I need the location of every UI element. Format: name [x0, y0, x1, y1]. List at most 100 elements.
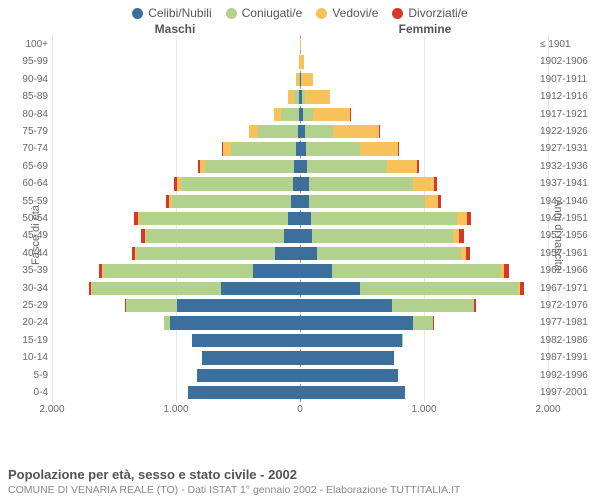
- bar-segment: [387, 160, 417, 173]
- age-row: 55-591942-1946: [0, 193, 600, 210]
- chart-title: Popolazione per età, sesso e stato civil…: [8, 467, 592, 482]
- bar-female: [300, 73, 313, 86]
- bar-female: [300, 195, 441, 208]
- age-row: 50-54 1947-1951: [0, 210, 600, 227]
- legend-label: Celibi/Nubili: [148, 6, 211, 20]
- bar-segment: [313, 108, 350, 121]
- age-label: 65-69: [0, 158, 52, 175]
- bar-segment: [126, 299, 177, 312]
- age-label: 55-59: [0, 193, 52, 210]
- bar-segment: [333, 125, 379, 138]
- age-row: 45-491952-1956: [0, 227, 600, 244]
- bar-segment: [307, 160, 386, 173]
- age-label: 30-34: [0, 280, 52, 297]
- age-label: 85-89: [0, 88, 52, 105]
- bar-segment: [466, 247, 471, 260]
- age-row: 15-191982-1986: [0, 332, 600, 349]
- bar-segment: [305, 90, 330, 103]
- bar-male: [132, 247, 300, 260]
- birth-years-label: 1937-1941: [536, 175, 600, 192]
- birth-years-label: 1992-1996: [536, 367, 600, 384]
- age-label: 40-44: [0, 245, 52, 262]
- bar-segment: [379, 125, 380, 138]
- bar-segment: [221, 282, 300, 295]
- bar-male: [164, 316, 300, 329]
- age-label: 35-39: [0, 262, 52, 279]
- birth-years-label: 1977-1981: [536, 314, 600, 331]
- bar-segment: [300, 264, 332, 277]
- age-row: 85-891912-1916: [0, 88, 600, 105]
- birth-years-label: 1947-1951: [536, 210, 600, 227]
- age-row: 70-741927-1931: [0, 140, 600, 157]
- bar-female: [300, 212, 471, 225]
- bar-segment: [453, 229, 460, 242]
- bar-segment: [136, 247, 275, 260]
- bar-segment: [360, 142, 398, 155]
- bar-segment: [258, 125, 298, 138]
- bar-segment: [281, 108, 298, 121]
- x-tick-label: 2.000: [39, 404, 64, 415]
- bar-segment: [309, 195, 424, 208]
- age-label: 95-99: [0, 53, 52, 70]
- x-tick-label: 0: [297, 404, 303, 415]
- age-label: 50-54: [0, 210, 52, 227]
- age-row: 5-9 1992-1996: [0, 367, 600, 384]
- bar-segment: [205, 160, 294, 173]
- age-row: 35-391962-1966: [0, 262, 600, 279]
- bar-segment: [172, 195, 291, 208]
- bar-female: [300, 299, 476, 312]
- legend-item: Celibi/Nubili: [132, 6, 211, 20]
- bar-segment: [434, 177, 437, 190]
- bar-male: [197, 369, 300, 382]
- bar-segment: [474, 299, 475, 312]
- bar-segment: [417, 160, 419, 173]
- chart-subtitle: COMUNE DI VENARIA REALE (TO) - Dati ISTA…: [8, 484, 592, 496]
- bar-segment: [301, 73, 313, 86]
- bar-male: [202, 351, 300, 364]
- age-row: 20-241977-1981: [0, 314, 600, 331]
- bar-female: [300, 160, 419, 173]
- bar-segment: [300, 334, 402, 347]
- bar-female: [300, 369, 398, 382]
- bar-segment: [413, 316, 433, 329]
- bar-female: [300, 334, 403, 347]
- bar-female: [300, 316, 433, 329]
- legend-label: Vedovi/e: [332, 6, 378, 20]
- bar-female: [300, 264, 509, 277]
- bar-segment: [288, 212, 300, 225]
- birth-years-label: ≤ 1901: [536, 36, 600, 53]
- age-row: 60-64 1937-1941: [0, 175, 600, 192]
- bar-segment: [300, 160, 307, 173]
- bar-female: [300, 177, 437, 190]
- legend: Celibi/NubiliConiugati/eVedovi/eDivorzia…: [0, 0, 600, 22]
- age-row: 100+≤ 1901: [0, 36, 600, 53]
- birth-years-label: 1917-1921: [536, 106, 600, 123]
- bar-female: [300, 282, 524, 295]
- age-label: 60-64: [0, 175, 52, 192]
- age-label: 80-84: [0, 106, 52, 123]
- age-row: 40-441957-1961: [0, 245, 600, 262]
- bar-segment: [192, 334, 300, 347]
- bar-male: [222, 142, 300, 155]
- bar-segment: [300, 212, 311, 225]
- bar-female: [300, 55, 304, 68]
- bar-segment: [181, 177, 293, 190]
- pyramid-plot: Fasce di età Anni di nascita 2.0001.0000…: [0, 36, 600, 434]
- legend-item: Divorziati/e: [392, 6, 467, 20]
- bar-segment: [392, 299, 474, 312]
- age-label: 10-14: [0, 349, 52, 366]
- legend-swatch: [132, 8, 143, 19]
- bar-segment: [305, 125, 334, 138]
- bar-segment: [306, 142, 359, 155]
- age-row: 10-141987-1991: [0, 349, 600, 366]
- bar-segment: [413, 177, 434, 190]
- bar-segment: [303, 108, 313, 121]
- age-row: 25-291972-1976: [0, 297, 600, 314]
- bar-male: [288, 90, 300, 103]
- bar-segment: [300, 351, 394, 364]
- bar-segment: [438, 195, 441, 208]
- legend-swatch: [392, 8, 403, 19]
- age-label: 5-9: [0, 367, 52, 384]
- bar-male: [134, 212, 300, 225]
- bar-segment: [177, 299, 300, 312]
